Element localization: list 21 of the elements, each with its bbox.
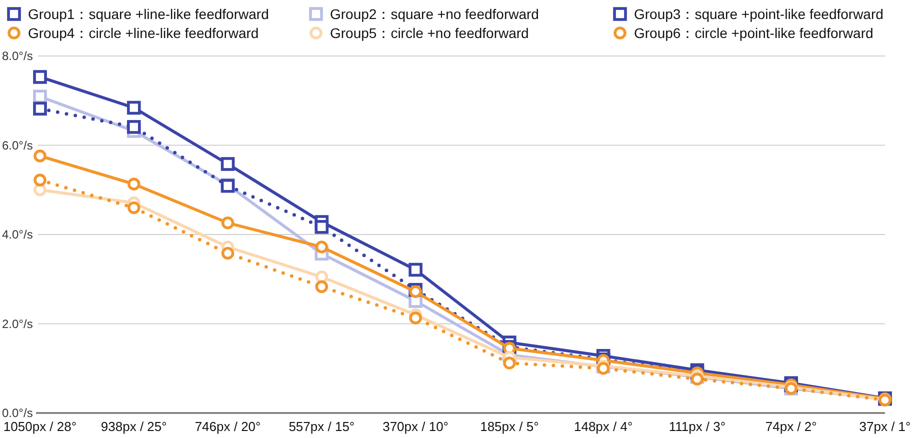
y-tick-label: 6.0°/s bbox=[2, 138, 33, 152]
x-tick-label: 74px / 2° bbox=[765, 419, 817, 434]
y-tick-label: 4.0°/s bbox=[2, 228, 33, 242]
x-tick-label: 1050px / 28° bbox=[3, 419, 77, 434]
legend-label: Group1：square +line-like feedforward bbox=[28, 6, 269, 22]
x-tick-label: 746px / 20° bbox=[194, 419, 261, 434]
y-tick-label: 0.0°/s bbox=[2, 406, 33, 420]
y-tick-label: 2.0°/s bbox=[2, 316, 33, 331]
legend-label: Group5：circle +no feedforward bbox=[330, 25, 529, 41]
legend-label: Group2：square +no feedforward bbox=[330, 6, 539, 22]
legend-label: Group6：circle +point-like feedforward bbox=[634, 25, 874, 41]
x-tick-label: 148px / 4° bbox=[574, 419, 633, 434]
x-tick-label: 557px / 15° bbox=[288, 419, 355, 434]
legend-label: Group3：square +point-like feedforward bbox=[634, 6, 884, 22]
x-tick-label: 185px / 5° bbox=[480, 419, 539, 434]
legend-label: Group4：circle +line-like feedforward bbox=[28, 25, 259, 41]
x-tick-label: 111px / 3° bbox=[668, 419, 726, 434]
y-tick-label: 8.0°/s bbox=[2, 49, 33, 63]
x-tick-label: 370px / 10° bbox=[382, 419, 449, 434]
x-tick-label: 37px / 1° bbox=[859, 419, 911, 434]
x-tick-label: 938px / 25° bbox=[100, 419, 167, 434]
